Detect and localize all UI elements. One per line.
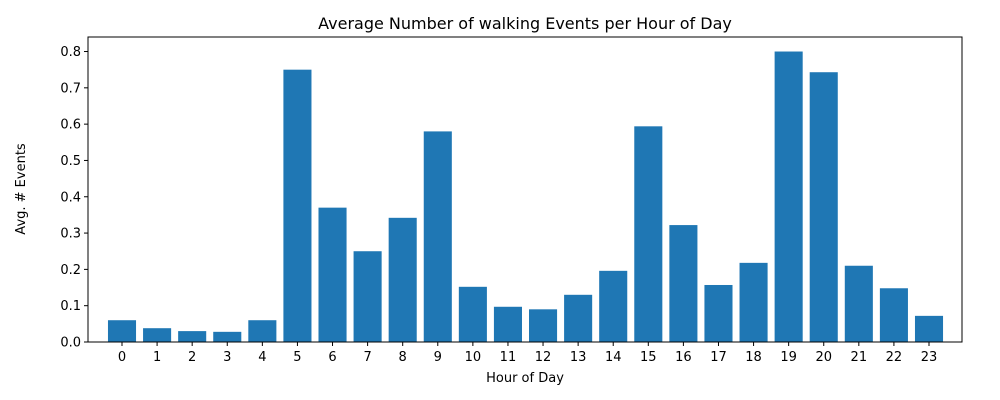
x-tick-label: 18	[745, 350, 762, 365]
axes-frame	[87, 36, 963, 343]
bar-hour-15	[634, 126, 663, 342]
bar-hour-12	[529, 309, 558, 342]
x-tick-label: 2	[188, 350, 196, 365]
y-tick-label: 0.3	[60, 227, 81, 242]
bar-hour-1	[143, 328, 172, 342]
bar-hour-5	[283, 69, 312, 343]
x-tick-label: 23	[921, 350, 938, 365]
x-tick-label: 9	[434, 350, 442, 365]
y-tick-label: 0.1	[60, 299, 81, 314]
bar-hour-20	[809, 72, 838, 342]
y-axis-label: Avg. # Events	[14, 143, 29, 235]
x-tick-label: 5	[293, 350, 301, 365]
bar-hour-13	[564, 294, 593, 342]
x-tick-label: 16	[675, 350, 692, 365]
bar-hour-8	[388, 217, 417, 342]
bar-hour-3	[213, 331, 242, 342]
bar-hour-23	[914, 315, 944, 342]
x-tick-label: 22	[886, 350, 903, 365]
bar-hour-7	[353, 251, 382, 342]
x-tick-label: 14	[605, 350, 622, 365]
bar-hour-21	[844, 265, 873, 342]
x-tick-label: 21	[851, 350, 868, 365]
x-tick-label: 13	[570, 350, 587, 365]
bar-hour-14	[599, 270, 628, 342]
x-tick-label: 8	[399, 350, 407, 365]
y-tick-label: 0.4	[60, 190, 81, 205]
bar-hour-4	[248, 320, 277, 342]
x-axis-label: Hour of Day	[486, 371, 564, 386]
plot-area: 0.00.10.20.30.40.50.60.70.80 1 2 3 4 5 6 7 8 9 10 1…	[60, 36, 963, 365]
x-tick-label: 11	[500, 350, 517, 365]
x-tick-label: 1	[153, 350, 161, 365]
y-tick-label: 0.8	[60, 45, 81, 60]
bar-hour-11	[493, 306, 522, 342]
x-tick-label: 15	[640, 350, 657, 365]
y-tick-label: 0.7	[60, 81, 81, 96]
x-tick-label: 19	[780, 350, 797, 365]
x-tick-label: 4	[258, 350, 266, 365]
bar-hour-2	[178, 331, 207, 342]
x-tick-label: 17	[710, 350, 727, 365]
x-tick-label: 20	[815, 350, 832, 365]
x-tick-label: 6	[328, 350, 336, 365]
y-tick-label: 0.0	[60, 336, 81, 351]
bar-hour-16	[669, 225, 698, 342]
x-tick-label: 3	[223, 350, 231, 365]
bar-hour-22	[879, 288, 908, 342]
x-tick-label: 0	[118, 350, 126, 365]
chart-title: Average Number of walking Events per Hou…	[318, 14, 732, 33]
x-tick-label: 10	[465, 350, 482, 365]
bar-hour-10	[458, 286, 487, 342]
bar-hour-17	[704, 284, 733, 342]
y-tick-label: 0.5	[60, 154, 81, 169]
bar-hour-18	[739, 262, 768, 342]
y-tick-label: 0.6	[60, 118, 81, 133]
y-tick-label: 0.2	[60, 263, 81, 278]
x-tick-label: 7	[363, 350, 371, 365]
bar-hour-0	[107, 320, 137, 342]
bar-hour-9	[423, 131, 452, 342]
bar-hour-6	[318, 207, 347, 342]
x-tick-label: 12	[535, 350, 552, 365]
bar-hour-19	[774, 51, 803, 343]
